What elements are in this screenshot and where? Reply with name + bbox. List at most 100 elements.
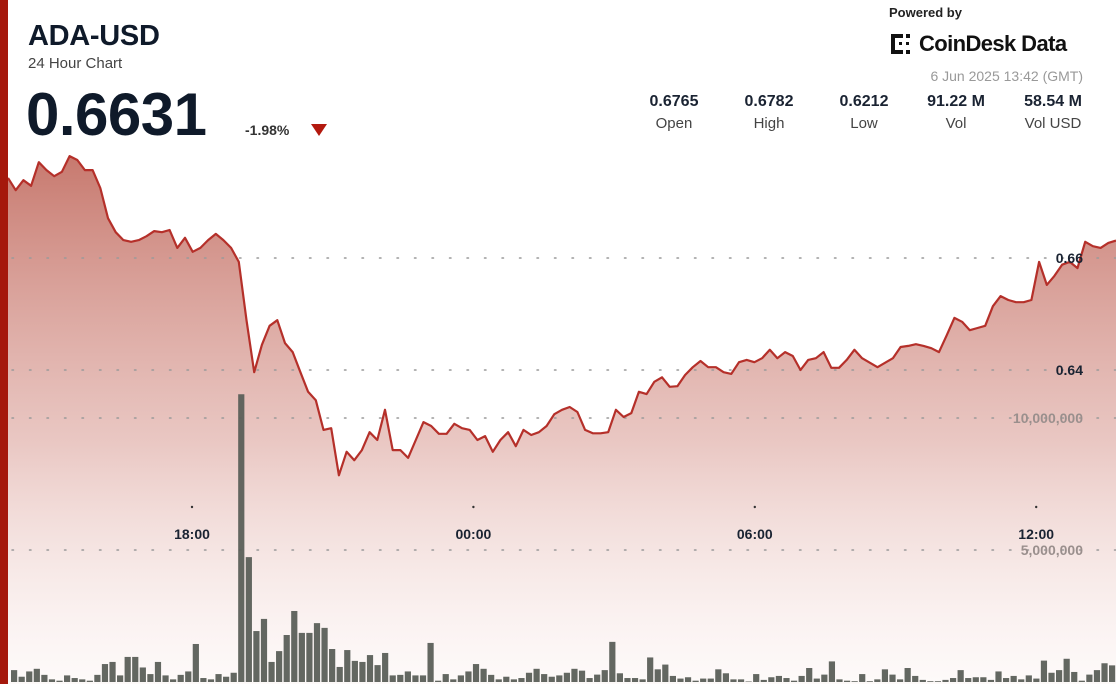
volume-bar — [147, 674, 154, 682]
volume-bar — [881, 669, 889, 682]
volume-bar — [1018, 679, 1025, 682]
volume-bar — [949, 678, 957, 682]
volume-bar — [745, 681, 752, 682]
volume-bar — [919, 679, 926, 682]
volume-bar — [700, 678, 707, 682]
volume-bar — [389, 675, 396, 682]
volume-bar — [1071, 671, 1078, 682]
volume-bar — [291, 610, 298, 682]
volume-bar — [1109, 665, 1116, 682]
volume-bar — [185, 671, 192, 682]
volume-bar — [737, 679, 745, 682]
volume-bar — [1055, 670, 1063, 682]
volume-bar — [1093, 670, 1101, 682]
volume-bar — [783, 678, 790, 682]
volume-bar — [283, 635, 290, 682]
x-tick-mark — [753, 505, 756, 509]
volume-bar — [1040, 660, 1048, 682]
volume-bar — [647, 657, 654, 682]
volume-bar — [1086, 674, 1093, 682]
down-triangle-icon — [311, 124, 327, 136]
volume-bar — [722, 673, 730, 682]
volume-bar — [548, 676, 555, 682]
volume-bar — [806, 668, 813, 682]
volume-bar — [245, 557, 252, 682]
volume-bar — [828, 661, 836, 682]
volume-bar — [790, 680, 798, 682]
timestamp: 6 Jun 2025 13:42 (GMT) — [930, 68, 1083, 84]
volume-bar — [753, 674, 760, 682]
volume-bar — [1063, 658, 1070, 682]
volume-bar — [94, 674, 101, 682]
volume-bar — [510, 679, 517, 682]
volume-bar — [139, 667, 146, 682]
volume-axis-label: 10,000,000 — [1013, 410, 1083, 426]
volume-bar — [912, 675, 919, 682]
price-change: -1.98% — [245, 122, 290, 138]
time-axis-label: 18:00 — [174, 526, 210, 542]
powered-by-label: Powered by — [889, 5, 962, 20]
volume-bar — [374, 665, 381, 682]
volume-bar — [942, 679, 949, 682]
volume-bar — [980, 677, 987, 682]
volume-bar — [207, 679, 215, 682]
stat-value: 91.22 M — [927, 93, 985, 110]
accent-bar — [0, 0, 8, 684]
volume-bar — [760, 679, 767, 682]
volume-bar — [329, 649, 336, 682]
volume-bar — [586, 678, 593, 682]
volume-bar — [200, 678, 207, 682]
volume-bar — [715, 669, 722, 682]
volume-bar — [260, 618, 268, 682]
volume-bar — [33, 668, 40, 682]
volume-bar — [56, 680, 63, 682]
stat-value: 0.6765 — [649, 93, 699, 110]
volume-bar — [450, 679, 457, 682]
volume-bar — [843, 680, 851, 682]
stat-value: 0.6782 — [744, 93, 794, 110]
volume-bar — [435, 680, 442, 682]
volume-bar — [518, 678, 525, 682]
volume-bar — [896, 679, 904, 682]
volume-bar — [934, 681, 942, 682]
volume-bar — [1002, 678, 1010, 682]
price-axis-label: 0.64 — [1056, 362, 1083, 378]
volume-bar — [109, 661, 116, 682]
volume-bar — [556, 675, 563, 682]
time-axis-label: 00:00 — [455, 526, 491, 542]
volume-bar — [442, 674, 449, 682]
volume-bar — [230, 672, 237, 682]
volume-bar — [662, 664, 669, 682]
volume-bar — [707, 678, 714, 682]
price-axis-label: 0.66 — [1056, 250, 1083, 266]
stat-label: Open — [655, 115, 693, 132]
volume-bar — [412, 675, 419, 682]
volume-bar — [132, 656, 139, 682]
coindesk-data-logo: CoinDesk Data — [889, 31, 1067, 57]
volume-bar — [874, 679, 881, 682]
volume-bar — [321, 627, 328, 682]
stat-value: 0.6212 — [839, 93, 889, 110]
volume-bar — [101, 664, 109, 682]
volume-bar — [41, 674, 48, 682]
volume-bar — [1048, 672, 1055, 682]
volume-bar — [427, 642, 434, 682]
volume-bar — [306, 632, 313, 682]
volume-bar — [1010, 675, 1017, 682]
volume-bar — [215, 674, 222, 682]
volume-bar — [813, 678, 820, 682]
volume-bar — [616, 673, 623, 682]
volume-bar — [927, 681, 934, 682]
volume-bar — [563, 672, 570, 682]
volume-bar — [276, 651, 283, 682]
stat-label: High — [753, 115, 785, 132]
stat-label: Low — [850, 115, 878, 132]
volume-bar — [669, 675, 676, 682]
volume-bar — [1033, 678, 1040, 682]
volume-bar — [1078, 680, 1085, 682]
volume-bar — [170, 679, 177, 682]
volume-bar — [351, 660, 358, 682]
brand-name: CoinDesk Data — [919, 31, 1067, 56]
volume-bar — [594, 674, 601, 682]
volume-axis-label: 5,000,000 — [1021, 542, 1083, 558]
